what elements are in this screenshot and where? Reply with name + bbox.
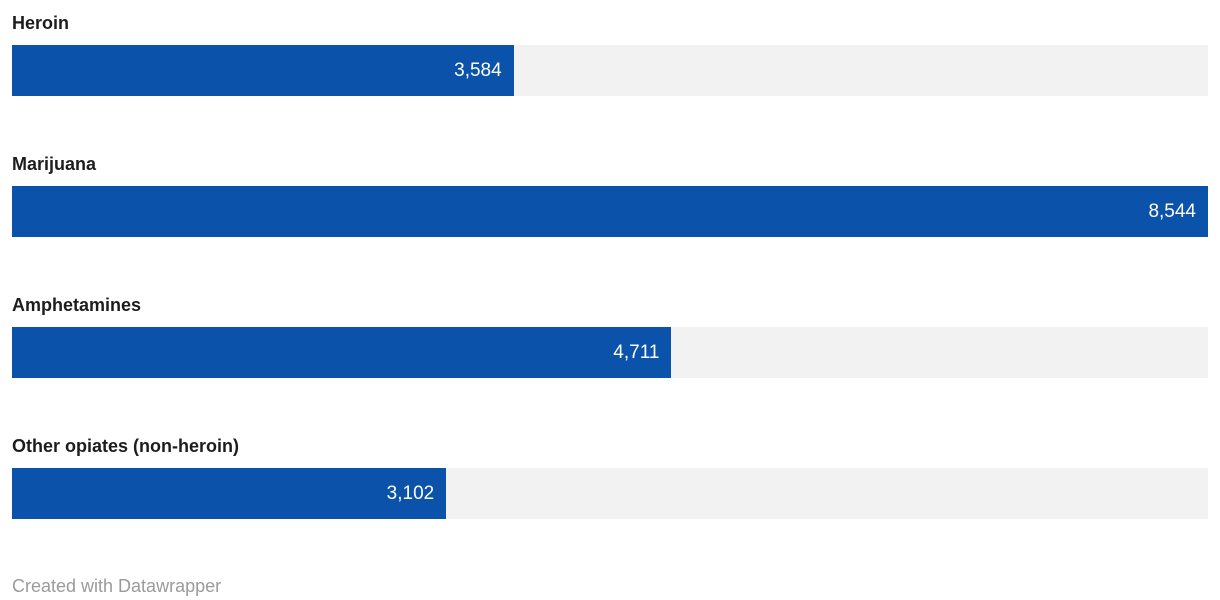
bar: 4,711 [12,327,672,378]
category-label: Amphetamines [12,295,142,315]
bars-container: Heroin 3,584 Marijuana 8,544 Amphetamine… [12,12,1208,519]
category-label: Marijuana [12,154,97,174]
bar: 3,102 [12,468,447,519]
bar-track: 3,584 [12,45,1208,96]
category-label: Heroin [12,13,70,33]
bar: 8,544 [12,186,1208,237]
bar: 3,584 [12,45,514,96]
bar-group: Amphetamines 4,711 [12,294,1208,378]
bar-value-label: 4,711 [613,341,660,363]
bar-group: Heroin 3,584 [12,12,1208,96]
bar-value-label: 8,544 [1148,200,1196,222]
bar-group: Marijuana 8,544 [12,153,1208,237]
bar-group: Other opiates (non-heroin) 3,102 [12,435,1208,519]
bar-track: 3,102 [12,468,1208,519]
bar-track: 4,711 [12,327,1208,378]
bar-value-label: 3,102 [386,482,435,504]
bar-track: 8,544 [12,186,1208,237]
bar-value-label: 3,584 [454,59,502,81]
datawrapper-credit-link[interactable]: Created with Datawrapper [12,576,222,596]
category-label: Other opiates (non-heroin) [12,436,239,456]
